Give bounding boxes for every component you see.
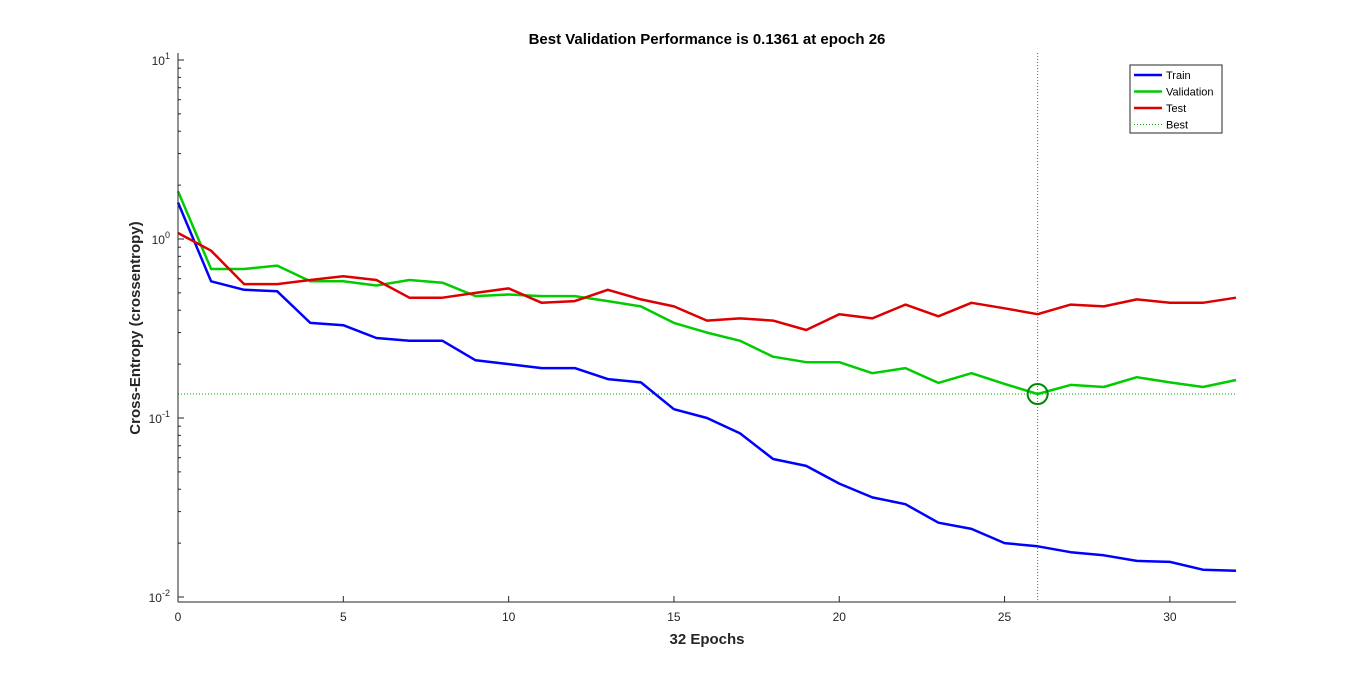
legend-label-best: Best — [1166, 120, 1188, 132]
series-line-test — [177, 231, 1237, 332]
y-tick-base: 10 — [152, 233, 166, 247]
x-tick-label: 0 — [175, 610, 182, 624]
y-tick-exponent: -2 — [162, 588, 170, 598]
y-tick-base: 10 — [149, 591, 163, 605]
y-tick-label: 100 — [152, 230, 170, 247]
x-tick-label: 5 — [340, 610, 347, 624]
legend-label-validation: Validation — [1166, 87, 1214, 99]
y-tick-label: 101 — [152, 51, 170, 68]
axes-layer — [177, 53, 1236, 603]
best-marker — [1026, 383, 1049, 406]
x-tick-label: 10 — [502, 610, 516, 624]
y-tick-base: 10 — [152, 54, 166, 68]
chart-title: Best Validation Performance is 0.1361 at… — [529, 31, 886, 48]
y-tick-label: 10-2 — [149, 588, 170, 605]
legend-box — [1129, 64, 1223, 134]
legend-label-test: Test — [1166, 103, 1186, 115]
y-tick-exponent: 0 — [165, 230, 170, 240]
y-tick-exponent: -1 — [162, 409, 170, 419]
y-tick-label: 10-1 — [149, 409, 170, 426]
x-tick-label: 25 — [998, 610, 1012, 624]
best-marker-layer — [1026, 383, 1049, 406]
plot-area — [178, 53, 1236, 602]
x-tick-label: 15 — [667, 610, 681, 624]
y-axis-label: Cross-Entropy (crossentropy) — [127, 221, 144, 434]
series-layer — [176, 190, 1237, 573]
y-tick-exponent: 1 — [165, 51, 170, 61]
series-line-train — [176, 202, 1237, 573]
series-line-validation — [176, 190, 1237, 396]
legend-label-train: Train — [1166, 70, 1191, 82]
legend: Train Validation Test Best — [1129, 64, 1223, 134]
y-tick-base: 10 — [149, 412, 163, 426]
best-reference-lines — [178, 53, 1236, 602]
x-tick-label: 30 — [1163, 610, 1177, 624]
x-axis-label: 32 Epochs — [669, 631, 744, 648]
x-tick-label: 20 — [833, 610, 847, 624]
